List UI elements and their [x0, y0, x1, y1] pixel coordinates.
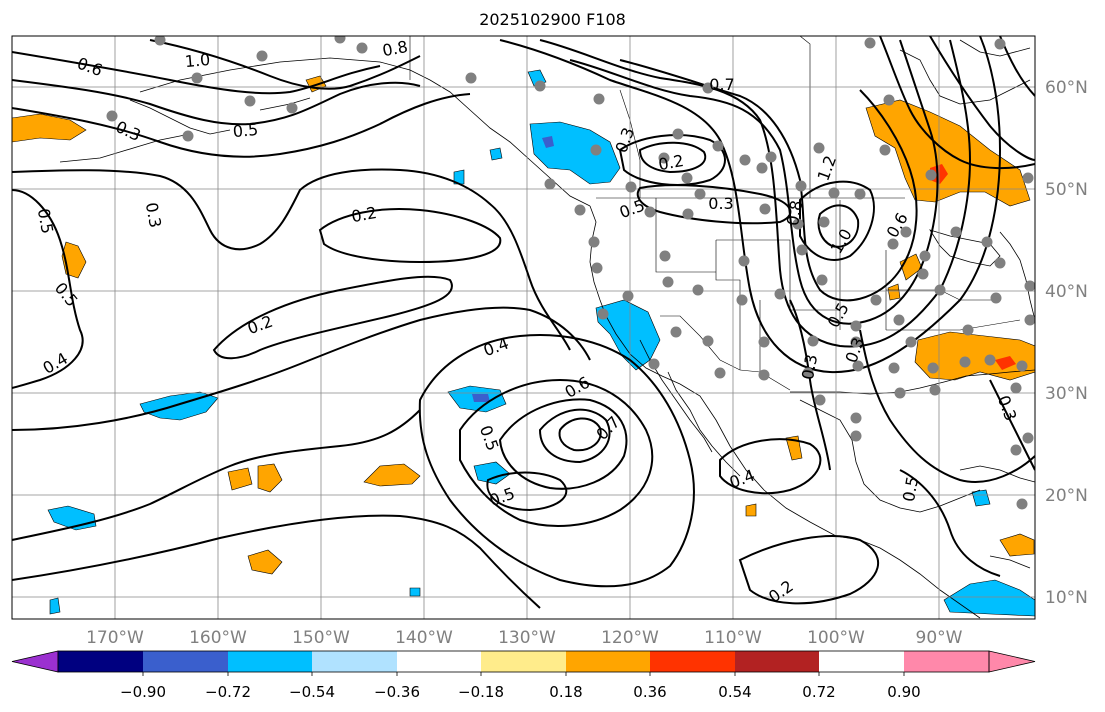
- negative-anomaly-area: [943, 579, 1035, 617]
- lon-label: 100°W: [807, 628, 865, 648]
- political-borders: [409, 36, 1021, 391]
- positive-anomaly-area: [12, 113, 87, 143]
- colorbar-label: 0.90: [887, 683, 920, 701]
- colorbar-segment: [58, 651, 143, 672]
- negative-anomaly-area: [409, 587, 421, 597]
- colorbar-label: −0.72: [205, 683, 251, 701]
- lon-label: 150°W: [292, 628, 350, 648]
- positive-anomaly-area: [887, 283, 901, 301]
- lat-label: 40°N: [1045, 282, 1088, 302]
- lat-label: 50°N: [1045, 180, 1088, 200]
- contour-label: 0.3: [798, 353, 821, 381]
- lon-label: 170°W: [86, 628, 144, 648]
- negative-anomaly-area: [49, 597, 61, 615]
- latitude-labels: 60°N 50°N 40°N 30°N 20°N 10°N: [1045, 78, 1088, 608]
- contour-label: 1.0: [184, 50, 211, 71]
- lon-label: 160°W: [189, 628, 247, 648]
- colorbar: [11, 650, 1036, 676]
- negative-anomaly-area: [489, 147, 503, 161]
- positive-anomaly-area: [227, 467, 253, 491]
- positive-anomaly-area: [257, 463, 283, 493]
- contour-lines: [12, 36, 1035, 609]
- negative-anomaly-area: [453, 169, 465, 185]
- contour-label: 0.5: [34, 207, 57, 235]
- contour-label: 0.5: [899, 475, 922, 503]
- lon-label: 120°W: [601, 628, 659, 648]
- colorbar-segment: [566, 651, 650, 672]
- negative-anomaly-area: [472, 394, 490, 402]
- lat-label: 20°N: [1045, 486, 1088, 506]
- lon-label: 110°W: [704, 628, 762, 648]
- station-markers: [106, 36, 1035, 510]
- contour-label: 0.3: [708, 194, 733, 213]
- colorbar-segment: [735, 651, 819, 672]
- lon-label: 90°W: [916, 628, 963, 648]
- colorbar-label: 0.36: [633, 683, 666, 701]
- positive-anomaly-area: [785, 435, 803, 461]
- coastlines: [59, 39, 1035, 619]
- colorbar-segment: [312, 651, 397, 672]
- lon-label: 130°W: [498, 628, 556, 648]
- colorbar-segment: [228, 651, 312, 672]
- positive-anomaly-area: [745, 503, 757, 517]
- negative-anomaly-area: [529, 121, 621, 185]
- positive-anomaly-area: [363, 463, 421, 487]
- colorbar-segment: [481, 651, 566, 672]
- lat-label: 30°N: [1045, 384, 1088, 404]
- contour-label: 0.2: [350, 203, 378, 226]
- negative-anomaly-area: [473, 461, 511, 485]
- lat-label: 60°N: [1045, 78, 1088, 98]
- negative-anomaly-area: [971, 489, 991, 507]
- colorbar-labels: −0.90 −0.72 −0.54 −0.36 −0.18 0.18 0.36 …: [120, 683, 921, 701]
- colorbar-label: 0.72: [802, 683, 835, 701]
- map-title: 2025102900 F108: [479, 10, 626, 29]
- colorbar-label: −0.18: [458, 683, 504, 701]
- colorbar-segment: [397, 651, 481, 672]
- colorbar-label: 0.18: [549, 683, 582, 701]
- contour-label: 0.3: [142, 201, 165, 229]
- colorbar-segment: [143, 651, 228, 672]
- colorbar-outline: [57, 650, 990, 673]
- colorbar-segment: [904, 651, 989, 672]
- contour-label: 0.2: [657, 151, 685, 174]
- longitude-labels: 170°W 160°W 150°W 140°W 130°W 120°W 110°…: [86, 628, 963, 648]
- map-frame: [11, 35, 1036, 620]
- contour-label: 0.8: [783, 199, 806, 227]
- positive-anomaly-area: [999, 533, 1035, 557]
- colorbar-label: −0.54: [289, 683, 335, 701]
- contour-label: 0.8: [381, 37, 409, 60]
- positive-anomaly-area: [247, 549, 283, 575]
- colorbar-extend-low: [11, 650, 59, 673]
- lon-label: 140°W: [395, 628, 453, 648]
- colorbar-segment: [650, 651, 735, 672]
- positive-anomaly-area: [995, 356, 1016, 370]
- colorbar-label: 0.54: [718, 683, 751, 701]
- colorbar-label: −0.90: [120, 683, 166, 701]
- contour-label: 0.7: [709, 75, 734, 94]
- contour-label: 0.5: [232, 120, 259, 141]
- lat-label: 10°N: [1045, 588, 1088, 608]
- colorbar-extend-high: [988, 650, 1036, 673]
- colorbar-label: −0.36: [374, 683, 420, 701]
- negative-anomaly-area: [542, 136, 554, 148]
